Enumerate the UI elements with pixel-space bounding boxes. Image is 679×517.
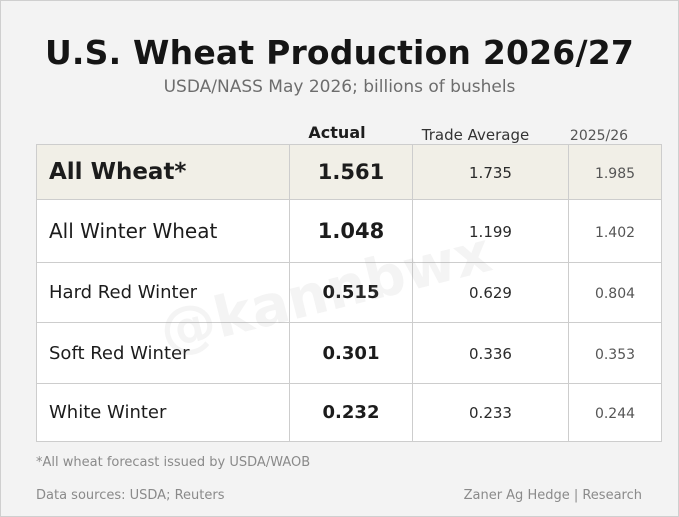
table-row: All Wheat* 1.561 1.735 1.985	[36, 144, 662, 200]
trade-average-value: 0.336	[469, 344, 512, 363]
row-label: Soft Red Winter	[49, 342, 190, 364]
prior-year-cell: 0.244	[568, 383, 662, 442]
row-label: All Wheat*	[49, 159, 187, 185]
chart-subtitle: USDA/NASS May 2026; billions of bushels	[163, 77, 516, 97]
column-header-trade-average: Trade Average	[421, 126, 530, 144]
row-label-cell: Soft Red Winter	[36, 322, 290, 384]
prior-year-value: 0.244	[594, 406, 636, 422]
trade-average-value: 1.199	[469, 222, 512, 241]
column-header-actual: Actual	[308, 123, 366, 142]
trade-average-value: 0.629	[469, 284, 512, 302]
actual-value: 0.301	[322, 342, 380, 364]
row-label: Hard Red Winter	[49, 282, 198, 303]
prior-year-cell: 0.804	[568, 262, 662, 323]
row-label: White Winter	[49, 402, 167, 423]
trade-average-cell: 0.233	[412, 383, 569, 442]
prior-year-cell: 0.353	[568, 322, 662, 384]
actual-value: 0.515	[322, 282, 380, 303]
table-row: Hard Red Winter 0.515 0.629 0.804	[36, 262, 662, 323]
row-label-cell: White Winter	[36, 383, 290, 442]
table-row: Soft Red Winter 0.301 0.336 0.353	[36, 322, 662, 384]
data-sources: Data sources: USDA; Reuters	[36, 488, 225, 503]
row-label-cell: All Winter Wheat	[36, 199, 290, 263]
actual-cell: 0.301	[289, 322, 413, 384]
chart-title: U.S. Wheat Production 2026/27	[44, 33, 635, 72]
prior-year-value: 0.353	[594, 346, 636, 363]
row-label-cell: Hard Red Winter	[36, 262, 290, 323]
table-row: White Winter 0.232 0.233 0.244	[36, 383, 662, 442]
actual-value: 1.048	[317, 219, 385, 243]
actual-cell: 1.048	[289, 199, 413, 263]
actual-value: 1.561	[317, 160, 385, 184]
actual-cell: 1.561	[289, 144, 413, 200]
actual-cell: 0.515	[289, 262, 413, 323]
footnote: *All wheat forecast issued by USDA/WAOB	[36, 455, 311, 470]
prior-year-value: 1.985	[594, 165, 636, 182]
trade-average-cell: 0.629	[412, 262, 569, 323]
trade-average-cell: 0.336	[412, 322, 569, 384]
prior-year-cell: 1.985	[568, 144, 662, 200]
trade-average-value: 0.233	[469, 404, 512, 422]
actual-value: 0.232	[322, 402, 380, 423]
prior-year-value: 1.402	[594, 224, 636, 241]
prior-year-cell: 1.402	[568, 199, 662, 263]
table-row: All Winter Wheat 1.048 1.199 1.402	[36, 199, 662, 263]
column-header-prior-year: 2025/26	[569, 128, 629, 144]
row-label-cell: All Wheat*	[36, 144, 290, 200]
prior-year-value: 0.804	[594, 286, 636, 302]
data-table: All Wheat* 1.561 1.735 1.985 All Winter …	[36, 144, 662, 442]
row-label: All Winter Wheat	[49, 219, 218, 243]
actual-cell: 0.232	[289, 383, 413, 442]
trade-average-cell: 1.735	[412, 144, 569, 200]
trade-average-value: 1.735	[469, 163, 512, 182]
credit: Zaner Ag Hedge | Research	[463, 488, 642, 503]
trade-average-cell: 1.199	[412, 199, 569, 263]
